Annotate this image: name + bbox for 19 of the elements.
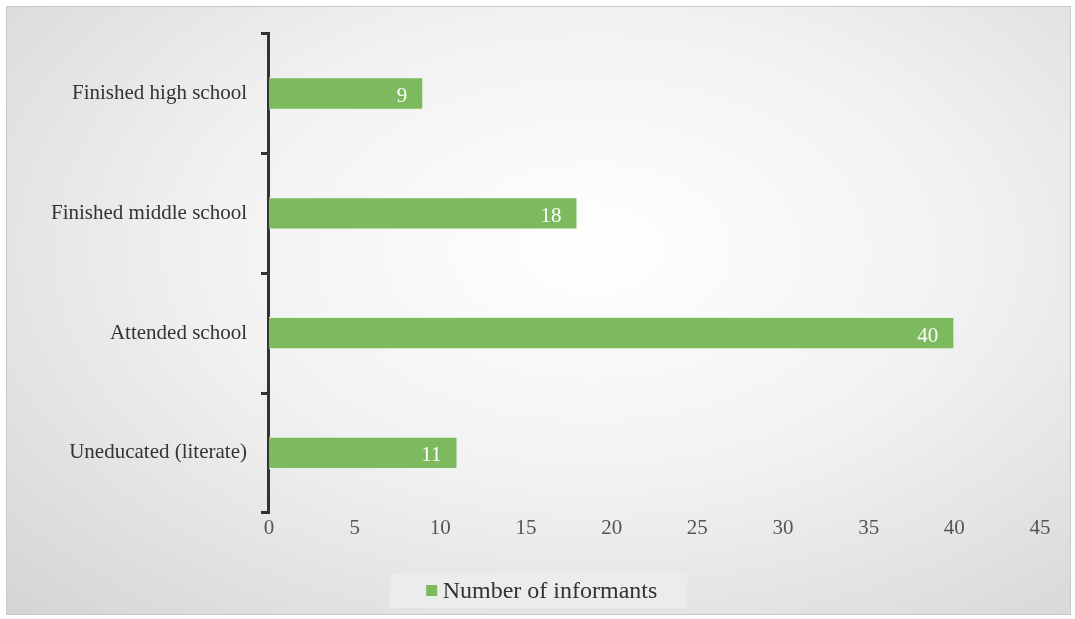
x-tick-label: 25 [686,514,708,539]
x-tick-label: 5 [349,514,360,539]
x-tick-label: 40 [943,514,965,539]
data-label: 11 [421,442,442,467]
data-label: 40 [917,322,939,347]
x-tick-label: 0 [263,514,275,539]
x-tick-label: 35 [858,514,880,539]
y-tick-label: Attended school [109,319,248,344]
x-tick-label: 30 [772,514,794,539]
legend-label: Number of informants [442,577,658,604]
x-tick-label: 20 [601,514,623,539]
x-tick-label: 10 [429,514,451,539]
x-tick-label: 15 [515,514,537,539]
data-label: 18 [540,202,562,227]
y-tick-label: Uneducated (literate) [69,439,247,464]
y-tick-label: Finished middle school [50,199,248,224]
data-label: 9 [396,83,408,108]
y-tick-label: Finished high school [71,80,248,105]
x-tick-label: 45 [1029,514,1051,539]
